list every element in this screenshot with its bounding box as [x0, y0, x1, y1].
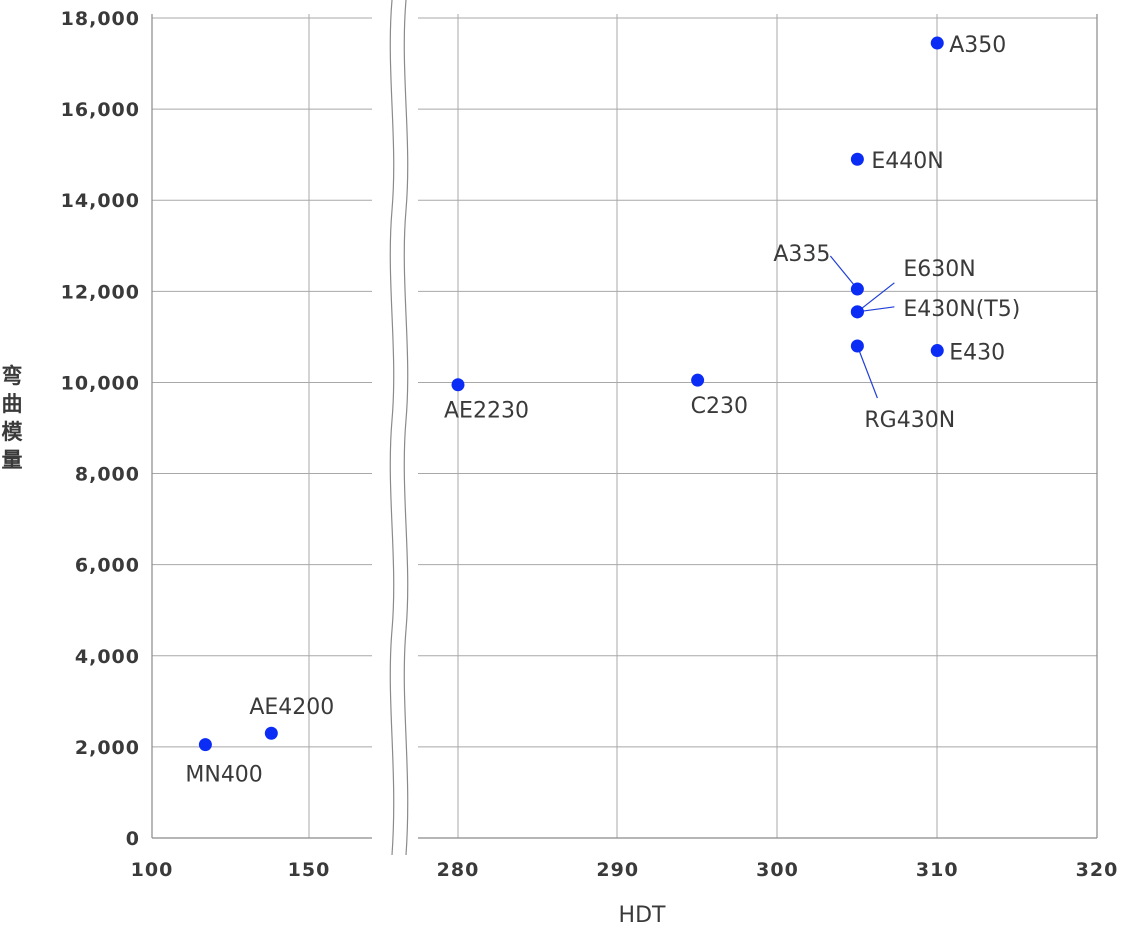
- y-tick-label: 8,000: [75, 464, 140, 486]
- point-label: E430N(T5): [903, 297, 1020, 322]
- x-tick-label: 320: [1076, 859, 1119, 881]
- axis-break-line-right: [403, 0, 409, 856]
- x-tick-label: 280: [437, 859, 480, 881]
- plot-frame: [151, 14, 1098, 839]
- y-axis-label-char: 弯: [2, 364, 23, 388]
- y-tick-labels: 0 2,000 4,000 6,000 8,000 10,000 12,000 14,000 1…: [61, 8, 140, 850]
- y-tick-label: 14,000: [61, 190, 140, 212]
- x-axis-label: HDT: [619, 903, 666, 925]
- data-point: [850, 339, 864, 353]
- point-label: MN400: [185, 763, 262, 788]
- point-labels: MN400 AE4200 AE2230 C230 A350 E440N A335 E630N E…: [185, 33, 1020, 788]
- point-label: RG430N: [864, 408, 955, 433]
- leader-line: [829, 255, 858, 290]
- y-tick-label: 12,000: [61, 281, 140, 303]
- data-point: [930, 344, 944, 358]
- data-points: [198, 36, 944, 752]
- axis-break-line-left: [389, 0, 395, 856]
- data-point: [850, 282, 864, 296]
- data-point: [691, 373, 705, 387]
- y-tick-label: 0: [126, 828, 140, 850]
- leader-line: [857, 282, 895, 313]
- y-tick-label: 16,000: [61, 99, 140, 121]
- x-tick-label: 310: [916, 859, 959, 881]
- point-label: AE4200: [249, 695, 334, 720]
- y-axis-label-char: 量: [2, 448, 23, 472]
- point-label: E630N: [903, 257, 975, 282]
- leader-lines: [829, 255, 895, 399]
- point-label: A350: [949, 33, 1006, 58]
- y-axis-label-char: 曲: [2, 392, 23, 416]
- point-label: A335: [773, 242, 830, 267]
- point-label: AE2230: [444, 399, 529, 424]
- data-point: [451, 378, 465, 392]
- point-label: C230: [691, 394, 748, 419]
- data-point: [850, 305, 864, 319]
- point-label: E430: [949, 341, 1005, 366]
- y-tick-label: 18,000: [61, 8, 140, 30]
- leader-line: [856, 345, 878, 399]
- x-tick-label: 100: [131, 859, 174, 881]
- y-axis-label-char: 模: [2, 420, 24, 444]
- x-tick-label: 300: [756, 859, 799, 881]
- data-point: [198, 738, 212, 752]
- data-point: [264, 726, 278, 740]
- y-tick-label: 4,000: [75, 646, 140, 668]
- y-tick-label: 2,000: [75, 737, 140, 759]
- x-tick-label: 150: [288, 859, 331, 881]
- y-tick-label: 10,000: [61, 372, 140, 394]
- x-tick-labels: 100 150 280 290 300 310 320: [131, 859, 1119, 881]
- point-label: E440N: [871, 149, 943, 174]
- y-tick-label: 6,000: [75, 555, 140, 577]
- x-tick-label: 290: [596, 859, 639, 881]
- data-point: [930, 36, 944, 50]
- axis-break: [389, 0, 409, 856]
- grid-layer: [152, 14, 1097, 838]
- data-point: [850, 152, 864, 166]
